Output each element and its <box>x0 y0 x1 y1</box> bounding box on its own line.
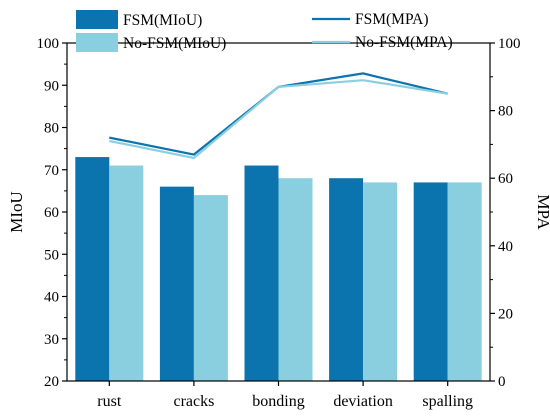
y-right-tick-label: 100 <box>498 36 521 52</box>
x-tick-label: cracks <box>173 393 214 410</box>
bar-nofsm-bonding <box>278 178 313 381</box>
y-left-tick-label: 100 <box>37 36 60 52</box>
legend-bars: FSM(MIoU) No-FSM(MIoU) <box>76 10 226 52</box>
x-tick-label: deviation <box>333 393 393 410</box>
bar-nofsm-rust <box>109 165 144 381</box>
bar-fsm-rust <box>75 157 110 381</box>
bar-fsm-bonding <box>244 165 279 381</box>
y-right-tick-label: 80 <box>498 104 513 120</box>
bar-fsm-cracks <box>159 186 194 381</box>
legend-lines: FSM(MPA) No-FSM(MPA) <box>312 11 453 51</box>
bar-layer <box>75 157 482 381</box>
tick-layer: 20 30 40 50 60 70 80 90 100 0 20 40 60 80 100 rust crack… <box>37 36 521 410</box>
legend-label-nofsm-mpa: No-FSM(MPA) <box>355 34 453 51</box>
y-left-tick-label: 50 <box>44 247 59 263</box>
bar-nofsm-cracks <box>193 195 228 381</box>
legend-label-nofsm-miou: No-FSM(MIoU) <box>123 35 226 52</box>
legend-swatch-nofsm-miou <box>76 33 118 52</box>
bar-nofsm-deviation <box>363 182 398 381</box>
x-tick-label: bonding <box>252 393 304 410</box>
y-axis-right-label: MPA <box>534 194 550 230</box>
bar-nofsm-spalling <box>447 182 482 381</box>
y-left-tick-label: 30 <box>44 332 59 348</box>
y-right-tick-label: 60 <box>498 171 513 187</box>
line-layer <box>109 72 448 160</box>
y-right-tick-label: 40 <box>498 239 513 255</box>
y-left-tick-label: 40 <box>44 290 59 306</box>
y-left-tick-label: 90 <box>44 78 59 94</box>
bar-fsm-deviation <box>329 178 364 381</box>
legend-label-fsm-mpa: FSM(MPA) <box>355 11 429 28</box>
legend-swatch-fsm-miou <box>76 10 118 29</box>
line-nofsm-mpa <box>109 79 448 160</box>
y-left-tick-label: 80 <box>44 121 59 137</box>
y-left-tick-label: 20 <box>44 374 59 390</box>
x-tick-label: rust <box>97 393 122 410</box>
x-tick-label: spalling <box>422 393 473 410</box>
y-axis-left-label: MIoU <box>7 191 26 233</box>
y-left-tick-label: 70 <box>44 163 59 179</box>
legend-label-fsm-miou: FSM(MIoU) <box>123 12 202 29</box>
y-right-tick-label: 0 <box>498 374 506 390</box>
y-left-tick-label: 60 <box>44 205 59 221</box>
y-right-tick-label: 20 <box>498 306 513 322</box>
bar-fsm-spalling <box>413 182 448 381</box>
